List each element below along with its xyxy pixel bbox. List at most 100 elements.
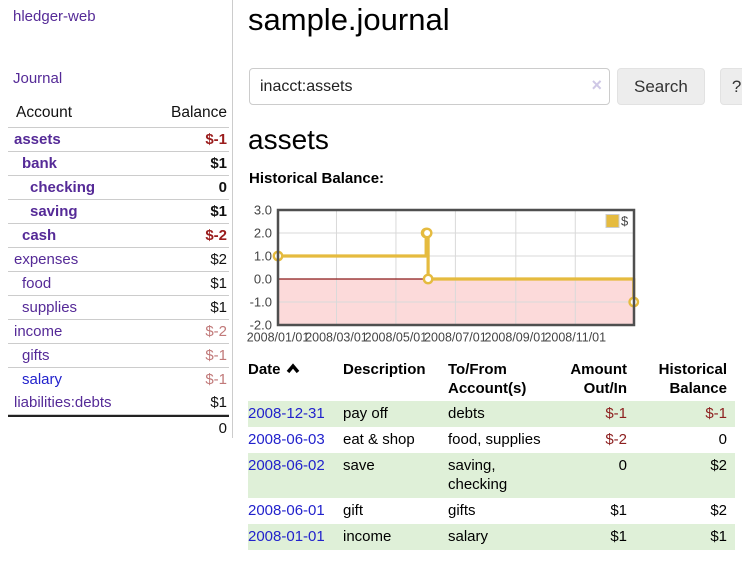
register-row: 2008-06-02 save saving, checking 0 $2	[248, 453, 735, 498]
account-row: saving $1	[8, 200, 229, 224]
register-cell: $-1	[550, 401, 635, 427]
app-title-link[interactable]: hledger-web	[13, 8, 96, 25]
account-balance: $-1	[205, 131, 227, 148]
y-tick-label: 3.0	[254, 203, 272, 218]
transaction-date-link[interactable]: 2008-12-31	[248, 405, 325, 422]
page-title: sample.journal	[248, 2, 450, 37]
data-point[interactable]	[421, 227, 433, 239]
account-balance: $-2	[205, 323, 227, 340]
register-row: 2008-06-03 eat & shop food, supplies $-2 0	[248, 427, 735, 453]
register-cell: $1	[550, 524, 635, 550]
account-balance: $1	[210, 299, 227, 316]
register-cell: 0	[718, 431, 727, 448]
register-cell: debts	[448, 401, 550, 427]
transaction-date-link[interactable]: 2008-01-01	[248, 528, 325, 545]
legend-swatch	[605, 214, 620, 228]
search-input[interactable]	[249, 68, 610, 105]
account-row: bank $1	[8, 152, 229, 176]
account-balance: $2	[210, 251, 227, 268]
balance-column-header: Balance	[170, 104, 227, 121]
account-column-header: Account	[16, 104, 73, 121]
column-header-amount: Amount Out/In	[570, 361, 627, 397]
search-button[interactable]: Search	[617, 68, 705, 105]
account-link[interactable]: bank	[22, 155, 58, 172]
account-link[interactable]: liabilities:debts	[14, 394, 112, 411]
account-total-row: 0	[8, 415, 229, 440]
register-cell: save	[343, 453, 448, 498]
account-balance: $1	[210, 203, 227, 220]
y-tick-label: -2.0	[250, 318, 272, 333]
account-link[interactable]: saving	[30, 203, 78, 220]
account-row: food $1	[8, 272, 229, 296]
sidebar-divider	[232, 0, 233, 438]
x-tick-label: 2008/01/01	[247, 331, 310, 345]
account-balance: $1	[210, 155, 227, 172]
x-tick-label: 2008/09/01	[485, 331, 548, 345]
register-cell: $1	[635, 524, 735, 550]
x-tick-label: 2008/11/01	[544, 331, 606, 345]
register-cell: $-2	[605, 431, 627, 448]
register-cell: $2	[710, 502, 727, 519]
account-balance-table: Account Balance assets $-1 bank $1 checking 0…	[8, 100, 229, 440]
transaction-date-link[interactable]: 2008-06-03	[248, 431, 325, 448]
account-link[interactable]: income	[14, 323, 63, 340]
transaction-date-link[interactable]: 2008-06-02	[248, 457, 325, 474]
register-cell: eat & shop	[343, 431, 415, 448]
register-cell: gift	[343, 502, 364, 519]
register-cell: saving, checking	[448, 453, 550, 498]
help-button[interactable]: ?	[719, 68, 742, 105]
account-balance: $-2	[205, 227, 227, 244]
register-cell: 0	[550, 453, 635, 498]
account-balance: $1	[210, 394, 227, 411]
register-cell: gifts	[448, 502, 476, 519]
account-row: income $-2	[8, 320, 229, 344]
account-table-body: assets $-1 bank $1 checking 0 saving $1 cash $-2 e…	[8, 128, 229, 415]
sort-asc-icon	[286, 363, 299, 374]
column-header-balance: Historical Balance	[658, 361, 727, 397]
total-balance: 0	[218, 420, 227, 437]
chart-title: Historical Balance:	[249, 170, 385, 187]
account-row: gifts $-1	[8, 344, 229, 368]
register-cell: income	[343, 524, 448, 550]
account-balance: $-1	[205, 347, 227, 364]
x-tick-label: 2008/07/01	[424, 331, 487, 345]
column-header-description: Description	[343, 361, 426, 378]
account-link[interactable]: gifts	[22, 347, 50, 364]
register-table: Date Description To/From Account(s) Amou…	[248, 358, 735, 550]
historical-balance-chart: $3.0 2.0 1.0 0.0 -1.0 -2.02008/01/012008/03/0…	[247, 203, 640, 345]
account-balance: $-1	[205, 371, 227, 388]
transaction-date-link[interactable]: 2008-06-01	[248, 502, 325, 519]
data-point[interactable]	[422, 273, 434, 285]
account-row: expenses $2	[8, 248, 229, 272]
x-tick-label: 2008/05/01	[365, 331, 428, 345]
account-row: cash $-2	[8, 224, 229, 248]
account-link[interactable]: cash	[22, 227, 57, 244]
sidebar-item-journal[interactable]: Journal	[13, 70, 63, 87]
register-header-row: Date Description To/From Account(s) Amou…	[248, 358, 735, 401]
y-tick-label: 0.0	[254, 272, 272, 287]
search-bar: × Search ?	[249, 68, 742, 105]
account-link[interactable]: expenses	[14, 251, 79, 268]
account-row: liabilities:debts $1	[8, 391, 229, 415]
clear-search-icon[interactable]: ×	[591, 75, 602, 95]
account-link[interactable]: assets	[14, 131, 61, 148]
account-balance: 0	[218, 179, 227, 196]
column-header-date[interactable]: Date	[248, 358, 343, 401]
register-cell: $2	[635, 453, 735, 498]
sidebar: hledger-web Journal Account Balance asse…	[0, 0, 232, 582]
account-link[interactable]: checking	[30, 179, 96, 196]
x-tick-label: 2008/03/01	[305, 331, 368, 345]
account-heading: assets	[248, 124, 329, 155]
account-link[interactable]: salary	[22, 371, 63, 388]
y-tick-label: 1.0	[254, 249, 272, 264]
account-link[interactable]: supplies	[22, 299, 78, 316]
register-cell: $-1	[635, 401, 735, 427]
register-cell: food, supplies	[448, 431, 541, 448]
register-cell: salary	[448, 524, 550, 550]
plot-border	[276, 208, 636, 327]
y-tick-label: 2.0	[254, 226, 272, 241]
account-link[interactable]: food	[22, 275, 52, 292]
account-table-header: Account Balance	[8, 100, 229, 128]
account-row: salary $-1	[8, 368, 229, 391]
